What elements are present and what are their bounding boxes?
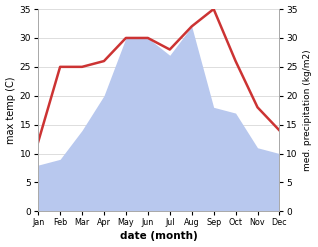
Y-axis label: max temp (C): max temp (C)	[5, 76, 16, 144]
Y-axis label: med. precipitation (kg/m2): med. precipitation (kg/m2)	[303, 49, 313, 171]
X-axis label: date (month): date (month)	[120, 231, 198, 242]
